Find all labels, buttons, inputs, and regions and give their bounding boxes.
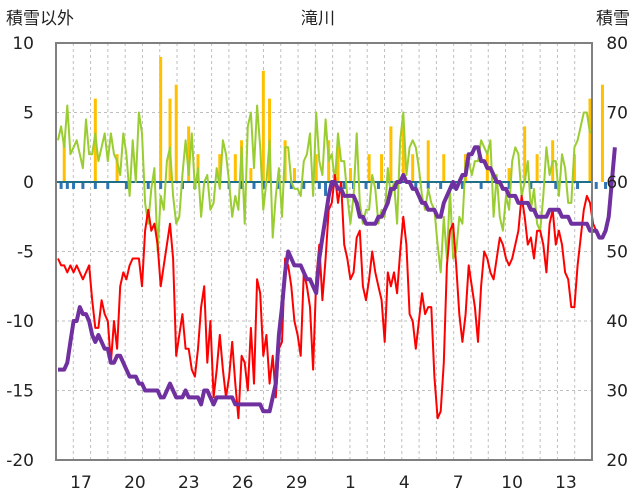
precipitation-bar: [507, 182, 511, 189]
left-tick-label: 10: [12, 34, 34, 54]
snowfall-bar: [115, 154, 119, 182]
precipitation-bar: [159, 182, 163, 189]
min-temperature-line: [57, 174, 598, 420]
snowfall-bar: [535, 154, 539, 182]
precipitation-bar: [529, 182, 533, 189]
snowfall-bar: [261, 70, 265, 182]
max-temperature-line: [57, 104, 591, 274]
precipitation-bar: [72, 182, 76, 189]
snowfall-bar: [336, 140, 340, 182]
snowfall-bar: [168, 98, 172, 182]
precipitation-bar: [252, 182, 256, 189]
plot-frame: [55, 42, 593, 461]
right-tick-label: 80: [606, 34, 628, 54]
chart-title: 滝川: [301, 9, 335, 29]
left-tick-label: -20: [6, 451, 34, 471]
precipitation-bar: [414, 182, 418, 189]
precipitation-bar: [317, 182, 321, 189]
snowfall-bar: [62, 140, 66, 182]
series-lines: [57, 104, 617, 420]
x-tick-label: 20: [124, 473, 146, 493]
snowfall-bar: [218, 154, 222, 182]
precipitation-bar: [364, 182, 368, 189]
left-tick-label: -5: [17, 243, 34, 263]
right-tick-label: 50: [606, 243, 628, 263]
right-axis-label: 積雪: [596, 9, 630, 29]
snowfall-bar: [348, 168, 352, 182]
precipitation-bar: [439, 182, 443, 189]
left-tick-label: -10: [6, 312, 34, 332]
right-tick-label: 40: [606, 312, 628, 332]
precipitation-bar: [376, 182, 380, 189]
snowfall-bar: [507, 168, 511, 182]
precipitation-bar: [93, 182, 97, 189]
left-tick-label: 0: [23, 173, 34, 193]
x-tick-label: 26: [232, 473, 254, 493]
snowfall-bar: [187, 126, 191, 182]
snowfall-bar: [588, 98, 592, 182]
x-axis-ticks: 17 20 23 26 29 1 4 7 10 13: [70, 473, 577, 493]
snowfall-bar: [426, 140, 430, 182]
x-tick-label: 1: [345, 473, 356, 493]
snowfall-bar: [401, 126, 405, 182]
precipitation-bar: [479, 182, 483, 189]
right-tick-label: 20: [606, 451, 628, 471]
precipitation-bar: [261, 182, 265, 189]
precipitation-bar: [146, 182, 150, 189]
right-tick-label: 60: [606, 173, 628, 193]
snowfall-bar: [292, 168, 296, 182]
precipitation-bar: [289, 182, 293, 189]
snowfall-bar: [389, 126, 393, 182]
snowfall-bar: [367, 154, 371, 182]
precipitation-bar: [576, 182, 580, 189]
snowfall-bar: [249, 168, 253, 182]
snowfall-bar: [233, 154, 237, 182]
precipitation-bar: [604, 182, 608, 189]
left-axis-ticks: 10 5 0 -5 -10 -15 -20: [6, 34, 34, 471]
snowfall-bar: [600, 84, 604, 182]
x-tick-label: 17: [70, 473, 92, 493]
precipitation-bar: [65, 182, 69, 189]
right-tick-label: 70: [606, 104, 628, 124]
precipitation-bar: [342, 182, 346, 189]
left-tick-label: 5: [23, 104, 34, 124]
precipitation-bar: [240, 182, 244, 189]
snowfall-bar: [442, 154, 446, 182]
precipitation-bar: [426, 182, 430, 189]
right-tick-label: 30: [606, 382, 628, 402]
snowfall-bar: [411, 154, 415, 182]
precipitation-bar: [324, 182, 328, 196]
snowfall-bar: [314, 154, 318, 182]
x-tick-label: 29: [286, 473, 308, 493]
precipitation-bar: [277, 182, 281, 189]
snowfall-bar: [523, 126, 527, 182]
snow-depth-line: [58, 145, 617, 414]
precipitation-bar: [302, 182, 306, 189]
snowfall-bar: [159, 56, 163, 182]
snowfall-bar: [572, 154, 576, 182]
precipitation-bar: [81, 182, 85, 189]
x-tick-label: 23: [178, 473, 200, 493]
x-tick-label: 4: [399, 473, 410, 493]
precipitation-bar: [460, 182, 464, 189]
precipitation-bar: [106, 182, 110, 189]
precipitation-bar: [124, 182, 128, 189]
left-tick-label: -15: [6, 382, 34, 402]
x-tick-label: 13: [555, 473, 577, 493]
precipitation-bar: [594, 182, 598, 189]
x-tick-label: 10: [501, 473, 523, 493]
precipitation-bar: [59, 182, 63, 189]
precipitation-bar: [554, 182, 558, 189]
right-axis-ticks: 80 70 60 50 40 30 20: [606, 34, 628, 471]
x-tick-label: 7: [453, 473, 464, 493]
snowfall-bar: [380, 154, 384, 182]
snowfall-bar: [174, 84, 178, 182]
left-axis-label: 積雪以外: [6, 9, 74, 29]
